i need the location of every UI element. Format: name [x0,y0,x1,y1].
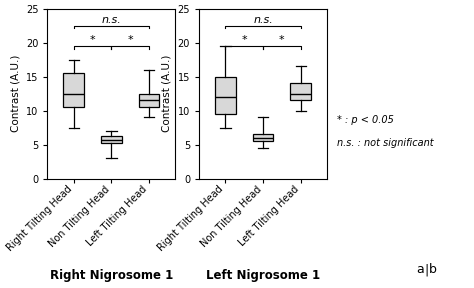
Y-axis label: Contrast (A.U.): Contrast (A.U.) [162,55,172,132]
Text: Right Nigrosome 1: Right Nigrosome 1 [50,269,173,282]
Text: n.s.: n.s. [101,15,121,24]
Text: *: * [128,35,133,45]
Text: *: * [241,35,247,45]
Text: |: | [425,264,428,276]
PathPatch shape [291,84,311,101]
PathPatch shape [101,137,122,143]
Text: n.s. : not significant: n.s. : not significant [337,138,433,148]
Text: * : p < 0.05: * : p < 0.05 [337,115,393,125]
Text: *: * [279,35,285,45]
Text: n.s.: n.s. [253,15,273,24]
Text: *: * [90,35,95,45]
Text: a: a [417,264,424,276]
Text: Left Nigrosome 1: Left Nigrosome 1 [206,269,320,282]
PathPatch shape [253,134,273,141]
Y-axis label: Contrast (A.U.): Contrast (A.U.) [10,55,20,132]
Text: b: b [429,264,437,276]
PathPatch shape [215,77,236,114]
PathPatch shape [64,73,84,107]
PathPatch shape [139,94,159,107]
